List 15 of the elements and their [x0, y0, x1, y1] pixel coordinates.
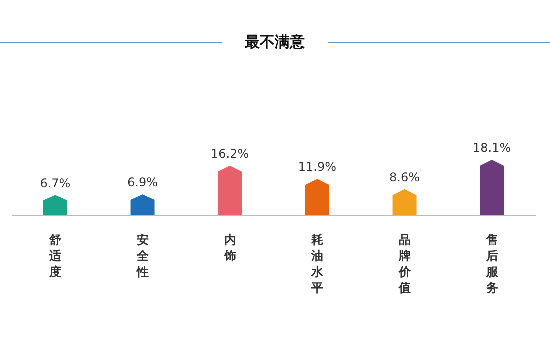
- data-label: 6.7%: [40, 176, 71, 190]
- data-label: 16.2%: [211, 146, 250, 161]
- x-tick-label: 耗油水平: [310, 233, 325, 295]
- data-label: 18.1%: [473, 141, 512, 155]
- data-label: 8.6%: [390, 170, 420, 184]
- x-tick-label: 售后服务: [485, 233, 500, 295]
- data-label: 11.9%: [298, 160, 337, 174]
- x-tick-label: 安全性: [136, 233, 150, 279]
- x-tick-label: 品牌价值: [398, 233, 412, 295]
- x-tick-label: 内饰: [223, 233, 236, 263]
- chart-title: 最不满意: [244, 33, 306, 52]
- bar: [480, 160, 504, 216]
- data-label: 6.9%: [128, 176, 158, 190]
- bar: [218, 166, 242, 216]
- x-tick-label: 舒适度: [48, 233, 63, 279]
